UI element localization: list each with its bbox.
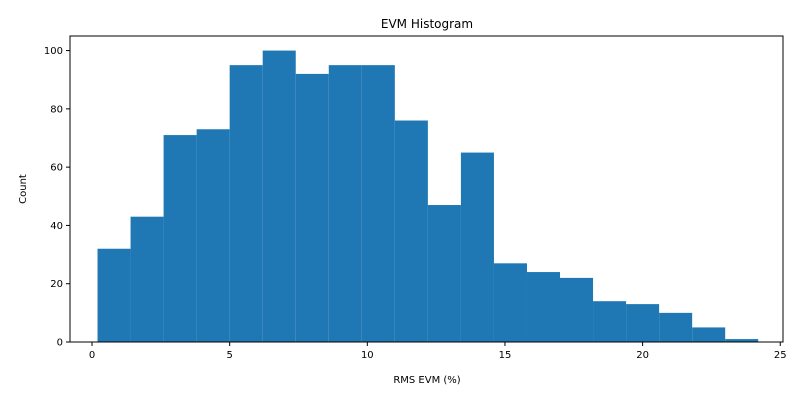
histogram-bar [130,216,164,342]
histogram-bar [725,339,759,342]
histogram-bar [626,304,660,342]
histogram-bar [427,205,461,342]
histogram-bar [560,277,594,342]
y-tick-label: 80 [50,104,63,115]
y-axis-label: Count [18,174,29,204]
y-tick-label: 0 [57,338,63,349]
histogram-bar [394,120,428,342]
bars-group [97,50,759,343]
y-tick-label: 60 [50,163,63,174]
histogram-bar [295,73,329,342]
histogram-bar [163,135,197,342]
chart-title: EVM Histogram [381,17,473,31]
x-tick-label: 5 [226,350,232,361]
plot-frame [69,35,784,343]
histogram-bar [196,129,230,342]
y-tick-label: 100 [44,46,63,57]
y-tick-label: 20 [50,279,63,290]
x-axis-ticks: 0 5 10 15 20 25 [89,342,787,361]
histogram-bar [692,327,726,342]
histogram-bar [659,312,693,342]
y-axis-ticks: 0 20 40 60 80 100 [44,46,70,349]
histogram-bar [262,50,296,342]
histogram-bar [460,152,494,342]
y-tick-label: 40 [50,221,63,232]
x-tick-label: 0 [89,350,95,361]
histogram-bar [526,272,561,342]
x-tick-label: 10 [361,350,374,361]
histogram-bar [361,65,395,343]
histogram-bar [97,248,131,342]
histogram-bar [493,263,527,342]
histogram-bar [328,65,362,343]
x-tick-label: 20 [636,350,649,361]
x-tick-label: 15 [499,350,512,361]
x-axis-label: RMS EVM (%) [393,375,460,386]
x-tick-label: 25 [774,350,787,361]
histogram-bar [593,301,627,342]
histogram-bar [229,65,263,343]
